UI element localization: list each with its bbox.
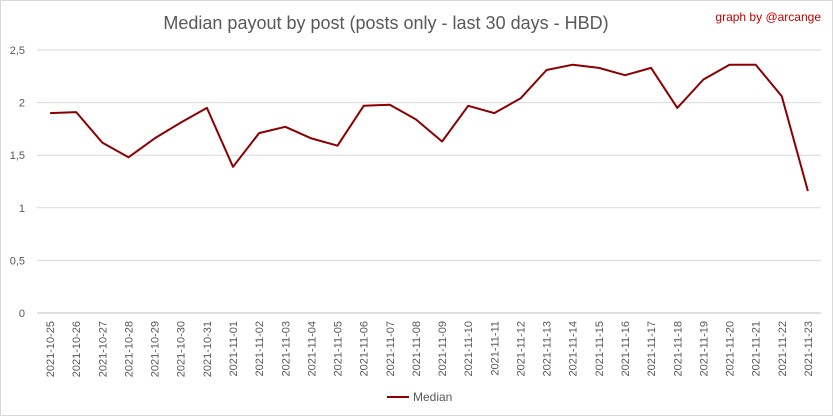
x-tick-label: 2021-11-09 xyxy=(437,321,449,376)
x-tick-label: 2021-11-01 xyxy=(228,321,240,376)
y-axis-ticks: 0 0,5 1 1,5 2 2,5 xyxy=(10,45,25,320)
y-tick-label: 0 xyxy=(19,308,25,320)
x-tick-label: 2021-11-17 xyxy=(646,321,658,376)
x-tick-label: 2021-11-08 xyxy=(411,321,423,376)
y-tick-label: 1 xyxy=(19,203,25,215)
x-tick-label: 2021-11-21 xyxy=(751,321,763,376)
x-tick-label: 2021-11-02 xyxy=(254,321,266,376)
x-tick-label: 2021-11-15 xyxy=(594,321,606,376)
chart-credit: graph by @arcange xyxy=(715,10,821,24)
x-tick-label: 2021-11-06 xyxy=(359,321,371,376)
x-tick-label: 2021-11-07 xyxy=(385,321,397,376)
y-tick-label: 2 xyxy=(19,98,25,110)
chart-title: Median payout by post (posts only - last… xyxy=(163,13,608,33)
x-tick-label: 2021-11-19 xyxy=(698,321,710,376)
x-tick-label: 2021-10-25 xyxy=(45,321,57,377)
x-tick-label: 2021-11-05 xyxy=(333,321,345,376)
x-tick-label: 2021-11-12 xyxy=(515,321,527,376)
legend: Median xyxy=(387,390,452,404)
x-tick-label: 2021-10-30 xyxy=(176,321,188,377)
y-tick-label: 0,5 xyxy=(10,255,25,267)
x-tick-label: 2021-11-16 xyxy=(620,321,632,376)
y-tick-label: 1,5 xyxy=(10,150,25,162)
y-tick-label: 2,5 xyxy=(10,45,25,57)
x-tick-label: 2021-11-23 xyxy=(803,321,815,376)
x-tick-label: 2021-11-20 xyxy=(725,321,737,376)
series-layer xyxy=(50,63,809,192)
x-tick-label: 2021-11-10 xyxy=(463,321,475,376)
x-tick-label: 2021-11-22 xyxy=(777,321,789,376)
x-tick-label: 2021-11-18 xyxy=(672,321,684,376)
x-tick-label: 2021-10-27 xyxy=(97,321,109,377)
legend-label-median: Median xyxy=(413,390,452,404)
series-line-median xyxy=(50,63,809,192)
gridlines xyxy=(37,49,821,314)
x-tick-label: 2021-11-13 xyxy=(542,321,554,376)
x-tick-label: 2021-11-04 xyxy=(306,321,318,376)
x-axis-ticks: 2021-10-25 2021-10-26 2021-10-27 2021-10-28… xyxy=(45,321,815,377)
x-tick-label: 2021-11-03 xyxy=(280,321,292,376)
x-tick-label: 2021-10-29 xyxy=(150,321,162,377)
x-tick-label: 2021-10-28 xyxy=(123,321,135,377)
x-tick-label: 2021-11-14 xyxy=(568,321,580,376)
x-tick-label: 2021-10-26 xyxy=(71,321,83,377)
x-tick-label: 2021-10-31 xyxy=(202,321,214,377)
x-tick-label: 2021-11-11 xyxy=(489,321,501,376)
